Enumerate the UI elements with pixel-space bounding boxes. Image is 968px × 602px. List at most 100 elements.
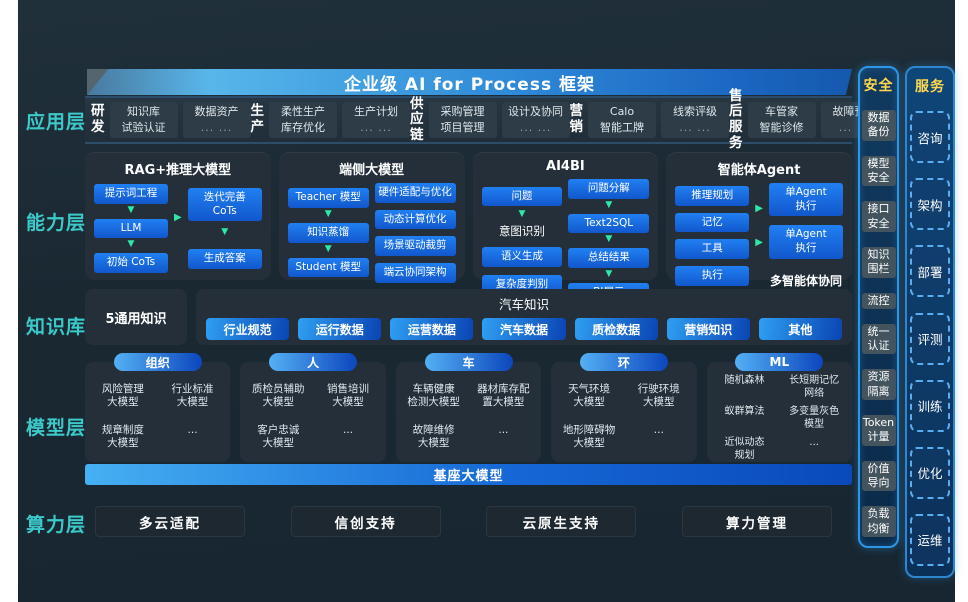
arrow-right-icon: ▶ bbox=[755, 236, 763, 248]
panel-title: 智能体Agent bbox=[717, 163, 801, 178]
layer-label-application: 应用层 bbox=[25, 111, 86, 133]
model-cell: 行业标准 大模型 bbox=[171, 383, 214, 409]
service-item: 评测 bbox=[910, 312, 950, 365]
arrow-right-icon: ▶ bbox=[174, 212, 182, 223]
model-cell: ... bbox=[653, 423, 664, 436]
flow-box: Student 模型 bbox=[287, 257, 369, 278]
capability-panel-ai4bi: AI4BI 问题 ▼ 意图识别 语义生成 复杂度判别 问题分解 ▼ Text2S… bbox=[472, 152, 659, 303]
rag-flow-right: 迭代完善 CoTs ▼ 生成答案 ▼ bbox=[187, 183, 262, 274]
app-box: 知识库 试验认证 bbox=[109, 102, 178, 138]
model-cell: 器材库存配 置大模型 bbox=[477, 383, 530, 409]
flow-step: Teacher 模型 ▼ bbox=[287, 188, 369, 219]
flow-box: 总结结果 bbox=[568, 248, 650, 268]
knowledge-pill: 运行数据 bbox=[298, 318, 382, 340]
service-item: 部署 bbox=[910, 245, 950, 298]
app-box: 线索评级 ... ... bbox=[661, 102, 729, 138]
model-cell: 销售培训 大模型 bbox=[326, 383, 369, 409]
app-box: 采购管理 项目管理 bbox=[428, 102, 497, 138]
capability-panel-rag: RAG+推理大模型 提示词工程 ▼ LLM ▼ 初始 CoTs ▼ ▶ bbox=[85, 152, 271, 280]
flow-box: 生成答案 bbox=[187, 249, 262, 269]
flow-box: 问题分解 bbox=[568, 179, 650, 199]
model-cell: 客户忠诚 大模型 bbox=[257, 423, 300, 449]
flow-box: 提示词工程 bbox=[94, 184, 169, 204]
flow-step: 问题分解 ▼ bbox=[568, 179, 650, 210]
feature-box: 硬件适配与优化 bbox=[374, 183, 456, 203]
security-item: 接口 安全 bbox=[861, 201, 896, 232]
model-cell: 故障维修 大模型 bbox=[412, 423, 455, 449]
app-group-name: 营销 bbox=[569, 103, 584, 135]
flow-box: LLM bbox=[94, 218, 169, 239]
layer-label-model: 模型层 bbox=[25, 417, 86, 439]
rag-flow-left: 提示词工程 ▼ LLM ▼ 初始 CoTs ▼ bbox=[94, 183, 169, 274]
arrow-down-icon: ▼ bbox=[518, 209, 526, 220]
service-item: 架构 bbox=[910, 178, 950, 231]
flow-box: Teacher 模型 bbox=[287, 188, 369, 208]
service-item: 优化 bbox=[910, 446, 950, 499]
app-box: 设计及协同 ... ... bbox=[501, 102, 570, 138]
panel-title: RAG+推理大模型 bbox=[124, 163, 232, 178]
app-group-marketing: 营销 Calo 智能工牌 线索评级 ... ... bbox=[569, 102, 729, 138]
flow-box: 问题 bbox=[481, 186, 563, 207]
knowledge-pill: 质检数据 bbox=[574, 318, 658, 340]
arrow-down-icon: ▼ bbox=[324, 243, 332, 254]
model-cell: 随机森林 bbox=[724, 375, 765, 386]
services-column: 服务 咨询 架构 部署 评测 训练 优化 运维 bbox=[905, 66, 955, 578]
app-group-name: 生产 bbox=[250, 103, 265, 135]
service-item: 训练 bbox=[910, 379, 950, 432]
feature-box: 动态计算优化 bbox=[374, 209, 456, 230]
multi-agent-label: 多智能体协同 bbox=[769, 273, 842, 288]
flow-step: Text2SQL ▼ bbox=[568, 213, 650, 245]
model-panel-pill: ML bbox=[735, 353, 824, 371]
compute-layer-row: 多云适配 信创支持 云原生支持 算力管理 bbox=[95, 506, 832, 537]
service-item: 咨询 bbox=[910, 111, 950, 164]
model-panel-organization: 组织 风险管理 大模型 行业标准 大模型 规章制度 大模型... bbox=[85, 353, 231, 462]
flow-box: 语义生成 bbox=[481, 247, 563, 268]
security-item: 统一 认证 bbox=[861, 323, 896, 355]
flow-step: LLM ▼ bbox=[94, 218, 169, 250]
layer-label-capability: 能力层 bbox=[25, 212, 86, 234]
knowledge-pill-row: 行业规范 运行数据 运营数据 汽车数据 质检数据 营销知识 其他 bbox=[206, 318, 842, 340]
arrow-down-icon: ▼ bbox=[324, 208, 332, 219]
compute-box: 信创支持 bbox=[290, 506, 441, 537]
agent-component-box: 推理规划 bbox=[675, 186, 750, 206]
arrow-right-icon: ▶ bbox=[755, 202, 763, 214]
security-column: 安全 数据 备份 模型 安全 接口 安全 知识 围栏 流控 统一 认证 资源 隔离 Token… bbox=[858, 66, 899, 548]
panel-title: 端侧大模型 bbox=[339, 163, 405, 178]
model-cell: 规章制度 大模型 bbox=[101, 423, 144, 449]
model-cell: ... bbox=[187, 423, 198, 436]
arrow-down-icon: ▼ bbox=[605, 234, 613, 245]
agent-component-box: 工具 bbox=[675, 239, 750, 259]
layer-label-knowledge: 知识库 bbox=[25, 316, 86, 338]
model-panel-pill: 环 bbox=[579, 353, 668, 371]
flow-step: 提示词工程 ▼ bbox=[94, 184, 169, 215]
model-cell: ... bbox=[342, 423, 353, 436]
security-item: 流控 bbox=[861, 292, 896, 309]
capability-panel-agent: 智能体Agent 推理规划 记忆 工具 执行 ▶ ▶ 单Agent 执行 单Agent… bbox=[666, 152, 852, 288]
security-item: Token 计量 bbox=[861, 415, 896, 446]
model-cell: 长短期记忆 网络 bbox=[789, 375, 840, 399]
model-cell: 近似动态 规划 bbox=[724, 437, 765, 461]
model-panel-pill: 车 bbox=[424, 353, 513, 371]
security-item: 负载 均衡 bbox=[861, 506, 896, 537]
app-box: Calo 智能工牌 bbox=[588, 102, 656, 138]
layer-label-compute: 算力层 bbox=[25, 514, 86, 536]
app-group-name: 供应链 bbox=[410, 95, 424, 143]
arrow-down-icon: ▼ bbox=[605, 268, 613, 279]
model-panel-pill: 人 bbox=[269, 353, 358, 371]
security-item: 资源 隔离 bbox=[861, 369, 896, 401]
app-group-name: 研发 bbox=[91, 103, 105, 135]
panel-title: AI4BI bbox=[546, 159, 585, 174]
model-cell: 天气环境 大模型 bbox=[568, 383, 611, 409]
model-panel-people: 人 质检员辅助 大模型 销售培训 大模型 客户忠诚 大模型... bbox=[240, 353, 386, 462]
feature-box: 端云协同架构 bbox=[374, 262, 456, 283]
ai4bi-flow-right: 问题分解 ▼ Text2SQL ▼ 总结结果 ▼ BI展示 ▼ bbox=[568, 179, 650, 303]
security-item: 知识 围栏 bbox=[861, 246, 896, 278]
flow-step: Student 模型 ▼ bbox=[287, 257, 369, 278]
flow-box: 初始 CoTs bbox=[94, 253, 169, 273]
agent-exec-box: 单Agent 执行 bbox=[768, 183, 844, 217]
compute-box: 云原生支持 bbox=[486, 506, 637, 537]
model-cell: 地形障碍物 大模型 bbox=[562, 423, 616, 449]
banner: 企业级 AI for Process 框架 bbox=[87, 69, 852, 95]
banner-title: 企业级 AI for Process 框架 bbox=[344, 74, 595, 95]
